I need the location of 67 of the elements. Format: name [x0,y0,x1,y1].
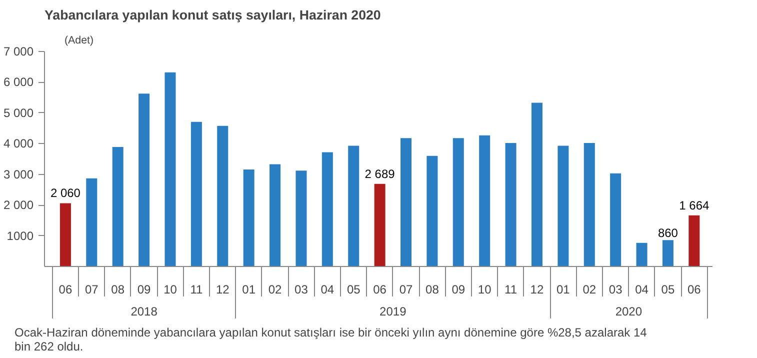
text: Ocak-Haziran döneminde yabancılara yapılan konut satışları ise bir önceki yılın aynı dönemine göre %28,5 azalarak 14 bin 262 oldu. [14,326,648,354]
data-label: 2 689 [364,166,396,181]
x-tick-label: 05 [661,282,675,296]
x-tick-label: 10 [478,282,492,296]
bar [531,102,542,266]
x-tick-label: 11 [504,282,518,296]
x-tick-label: 02 [268,282,282,296]
bar [505,143,516,266]
y-tick-label: 7 000 [3,44,34,58]
y-axis-title: (Adet) [64,34,94,46]
bar [374,184,386,266]
bar [400,138,412,266]
x-tick-label: 03 [608,282,623,296]
data-label: 2 060 [50,186,81,200]
chart-title: Yabancılara yapılan konut satış sayıları, Haziran 2020 [44,8,381,22]
x-tick-label: 10 [164,282,178,296]
x-tick-label: 06 [58,282,72,296]
bar [662,240,674,266]
bar [558,146,569,266]
x-tick-label: 07 [399,282,414,296]
bar [584,143,595,266]
x-tick-label: 06 [687,282,702,296]
text: 2019 [380,304,407,318]
x-tick-label: 02 [582,282,596,296]
bar [217,126,228,266]
bar [348,146,360,266]
bar [636,242,648,266]
x-tick-label: 04 [635,282,649,296]
bar [190,122,202,266]
bar [296,170,307,266]
y-tick-label: 2 000 [3,198,34,212]
text: 2020 [615,304,642,318]
data-label: 860 [658,226,678,240]
x-tick-label: 01 [242,282,256,296]
bar [270,164,281,266]
bar [243,169,254,266]
bar [86,178,98,266]
x-tick-label: 12 [530,282,544,296]
text: 2018 [130,304,158,318]
bar [164,72,176,266]
bar [138,94,150,266]
bar [112,147,124,266]
bar [322,152,333,266]
x-tick-label: 11 [190,282,203,296]
x-tick-label: 09 [137,282,152,296]
x-tick-label: 09 [452,282,466,296]
bar [688,215,700,266]
data-label: 1 664 [679,198,710,212]
y-tick-label: 1000 [6,228,34,243]
y-tick-label: 5 000 [3,106,34,120]
y-tick-label: 6 000 [3,75,34,90]
y-tick-label: 4 000 [3,136,34,151]
x-tick-label: 06 [373,282,387,296]
bar [452,138,464,266]
x-tick-label: 03 [294,282,308,296]
x-tick-label: 08 [111,282,125,296]
bar [479,135,490,266]
x-tick-label: 01 [556,282,570,296]
x-tick-label: 08 [426,282,440,296]
y-tick-label: 3 000 [3,167,34,182]
bar [426,156,438,266]
x-tick-label: 07 [84,282,99,296]
x-tick-label: 04 [320,282,334,296]
bar [60,203,71,266]
x-tick-label: 12 [216,282,230,296]
x-tick-label: 05 [346,282,361,296]
bar [610,173,622,266]
